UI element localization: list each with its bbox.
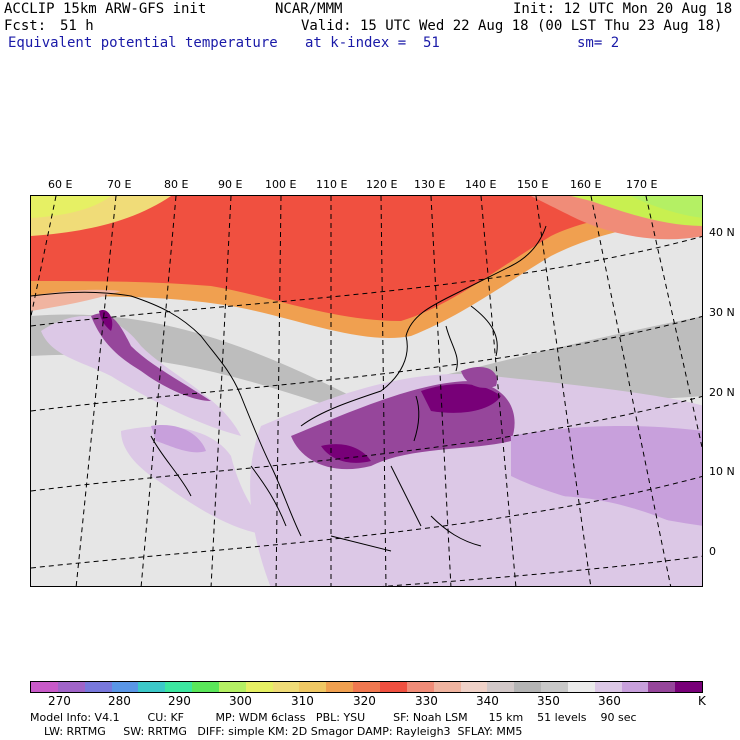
lon-label: 100 E xyxy=(265,178,297,191)
valid-time: Valid: 15 UTC Wed 22 Aug 18 (00 LST Thu … xyxy=(301,18,723,34)
colorbar-swatch xyxy=(487,682,515,692)
colorbar-label: 270 xyxy=(48,694,71,708)
colorbar-swatch xyxy=(57,682,85,692)
smoothing-label: sm= 2 xyxy=(577,35,620,51)
colorbar-swatch xyxy=(84,682,112,692)
lon-label: 110 E xyxy=(316,178,348,191)
colorbar-swatch xyxy=(31,682,58,692)
colorbar-swatch xyxy=(245,682,273,692)
colorbar-label: 280 xyxy=(108,694,131,708)
colorbar-swatch xyxy=(648,682,676,692)
colorbar-swatch xyxy=(272,682,300,692)
colorbar xyxy=(30,681,703,693)
colorbar-swatch xyxy=(353,682,380,692)
colorbar-label: 350 xyxy=(537,694,560,708)
lon-label: 90 E xyxy=(218,178,243,191)
colorbar-label: 340 xyxy=(476,694,499,708)
colorbar-swatch xyxy=(433,682,461,692)
lat-label: 30 N xyxy=(709,306,735,319)
colorbar-swatch xyxy=(192,682,219,692)
lat-label: 20 N xyxy=(709,386,735,399)
model-info-line2: LW: RRTMG SW: RRTMG DIFF: simple KM: 2D … xyxy=(30,725,523,738)
colorbar-swatch xyxy=(111,682,139,692)
colorbar-swatch xyxy=(326,682,354,692)
lat-label: 0 xyxy=(709,545,716,558)
colorbar-swatch xyxy=(594,682,622,692)
forecast-label: Fcst: xyxy=(4,18,47,34)
colorbar-swatch xyxy=(299,682,327,692)
lon-label: 150 E xyxy=(517,178,549,191)
colorbar-swatch xyxy=(514,682,542,692)
lon-label: 160 E xyxy=(570,178,602,191)
colorbar-label: 300 xyxy=(229,694,252,708)
model-info-line1: Model Info: V4.1 CU: KF MP: WDM 6class P… xyxy=(30,711,637,724)
field-name: Equivalent potential temperature xyxy=(8,35,278,51)
colorbar-label: 320 xyxy=(353,694,376,708)
lon-label: 140 E xyxy=(465,178,497,191)
init-time: Init: 12 UTC Mon 20 Aug 18 xyxy=(513,1,733,17)
colorbar-swatch xyxy=(460,682,488,692)
lon-label: 80 E xyxy=(164,178,189,191)
colorbar-swatch xyxy=(675,682,703,692)
colorbar-label: 360 xyxy=(598,694,621,708)
lon-label: 70 E xyxy=(107,178,132,191)
colorbar-swatch xyxy=(138,682,166,692)
lon-label: 130 E xyxy=(414,178,446,191)
theta-e-map xyxy=(30,195,703,587)
level-label: at k-index = 51 xyxy=(305,35,440,51)
colorbar-swatch xyxy=(406,682,434,692)
lat-label: 40 N xyxy=(709,226,735,239)
colorbar-label: 330 xyxy=(415,694,438,708)
colorbar-swatch xyxy=(541,682,568,692)
colorbar-swatch xyxy=(567,682,595,692)
colorbar-unit: K xyxy=(698,694,706,708)
lon-label: 60 E xyxy=(48,178,73,191)
colorbar-label: 310 xyxy=(291,694,314,708)
colorbar-label: 290 xyxy=(168,694,191,708)
colorbar-swatch xyxy=(165,682,193,692)
map-canvas xyxy=(31,196,702,586)
colorbar-swatch xyxy=(621,682,649,692)
lat-label: 10 N xyxy=(709,465,735,478)
lon-label: 170 E xyxy=(626,178,658,191)
colorbar-swatch xyxy=(218,682,246,692)
colorbar-swatch xyxy=(379,682,407,692)
lon-label: 120 E xyxy=(366,178,398,191)
model-title: ACCLIP 15km ARW-GFS init xyxy=(4,1,207,17)
forecast-hour: 51 h xyxy=(60,18,94,34)
organization-label: NCAR/MMM xyxy=(275,1,343,17)
